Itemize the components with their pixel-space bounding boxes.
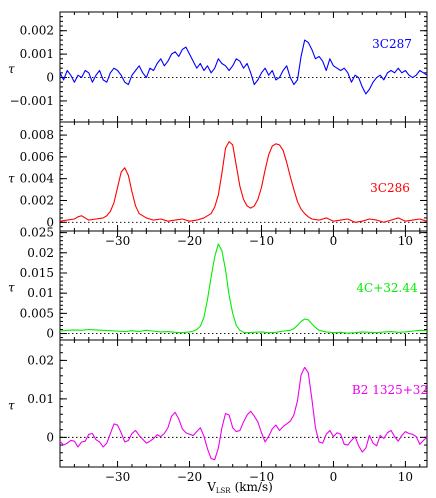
x-tick-label: −20	[177, 234, 202, 248]
y-tick-label: 0.001	[20, 47, 54, 61]
y-tick-label: 0.025	[20, 226, 54, 240]
y-tick-label: 0.004	[20, 172, 55, 186]
panel-frame	[59, 121, 428, 232]
y-tick-label: 0.005	[20, 306, 54, 320]
x-axis-title: VLSR (km/s)	[206, 480, 273, 495]
x-tick-label: 0	[330, 470, 338, 484]
y-axis-title: τ	[8, 172, 15, 186]
panel-1: −0.001 0 0.001 0.002 τ 3C287	[8, 11, 428, 123]
y-axis-title: τ	[8, 399, 15, 413]
x-axis-title-subscript: LSR	[216, 487, 231, 495]
y-tick-label: 0.006	[20, 150, 54, 164]
panel-2: −30 −20 −10 0 10 0 0.002 0.004 0.006 0.008 τ 3C286	[8, 121, 428, 248]
y-tick-label: −0.001	[10, 94, 54, 108]
x-tick-label: 10	[398, 470, 413, 484]
y-tick-label: 0.002	[20, 193, 54, 207]
y-tick-label: 0.02	[27, 353, 54, 367]
y-tick-label: 0.002	[20, 24, 54, 38]
x-tick-label: −10	[249, 234, 274, 248]
panel-frame	[59, 339, 428, 468]
y-tick-label: 0	[46, 327, 54, 341]
y-tick-label: 0	[46, 71, 54, 85]
x-axis-title-unit: (km/s)	[235, 480, 273, 494]
spectrum-line	[59, 243, 428, 334]
y-tick-label: 0.01	[27, 392, 54, 406]
y-tick-label: 0.008	[20, 128, 54, 142]
spectrum-line	[59, 141, 428, 223]
x-tick-label: −30	[105, 470, 130, 484]
x-tick-label: −30	[105, 234, 130, 248]
source-label: 3C286	[370, 181, 410, 195]
x-axis-title-symbol: V	[206, 480, 216, 494]
x-tick-label: −10	[249, 470, 274, 484]
y-axis-title: τ	[8, 281, 15, 295]
y-tick-label: 0.01	[27, 286, 54, 300]
x-tick-label: 10	[398, 234, 413, 248]
panels-group: −0.001 0 0.001 0.002 τ 3C287 −30 −20 −10 0 10 0 0.00…	[8, 11, 428, 484]
y-tick-label: 0.02	[27, 246, 54, 260]
panel-3: 0 0.005 0.01 0.015 0.02 0.025 τ 4C+32.44	[8, 226, 428, 341]
y-axis-title: τ	[8, 62, 15, 76]
panel-4: −30 −20 −10 0 10 0 0.01 0.02 τ B2 1325+32	[8, 339, 428, 484]
spectrum-line	[59, 366, 428, 461]
y-tick-label: 0	[46, 215, 54, 229]
source-label: B2 1325+32	[352, 383, 428, 397]
spectrum-line	[59, 39, 428, 95]
x-tick-label: −20	[177, 470, 202, 484]
x-tick-label: 0	[330, 234, 338, 248]
y-tick-label: 0	[46, 430, 54, 444]
source-label: 3C287	[372, 37, 412, 51]
source-label: 4C+32.44	[356, 281, 418, 295]
y-tick-label: 0.015	[20, 266, 54, 280]
